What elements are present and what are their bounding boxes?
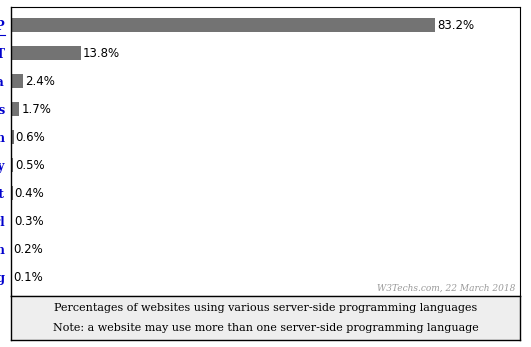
Text: 2.4%: 2.4% (25, 75, 55, 88)
Bar (11, 18, 435, 32)
Text: 0.6%: 0.6% (16, 131, 46, 144)
Text: 0.1%: 0.1% (13, 271, 43, 284)
Bar (11, 214, 12, 228)
Text: 0.5%: 0.5% (15, 159, 45, 172)
Text: 83.2%: 83.2% (437, 19, 474, 32)
Text: Percentages of websites using various server-side programming languages: Percentages of websites using various se… (54, 303, 477, 313)
Bar (11, 243, 12, 256)
Bar (11, 130, 14, 144)
Bar (11, 46, 81, 60)
Text: W3Techs.com, 22 March 2018: W3Techs.com, 22 March 2018 (377, 284, 515, 293)
Bar (11, 186, 13, 200)
Bar (11, 158, 13, 172)
Bar (11, 74, 23, 88)
Text: 0.4%: 0.4% (15, 187, 45, 200)
Text: 0.2%: 0.2% (14, 243, 44, 256)
Bar (11, 102, 19, 116)
Text: 1.7%: 1.7% (21, 103, 51, 116)
Text: 0.3%: 0.3% (14, 215, 44, 228)
Text: 13.8%: 13.8% (83, 47, 120, 60)
Text: Note: a website may use more than one server-side programming language: Note: a website may use more than one se… (53, 323, 478, 333)
